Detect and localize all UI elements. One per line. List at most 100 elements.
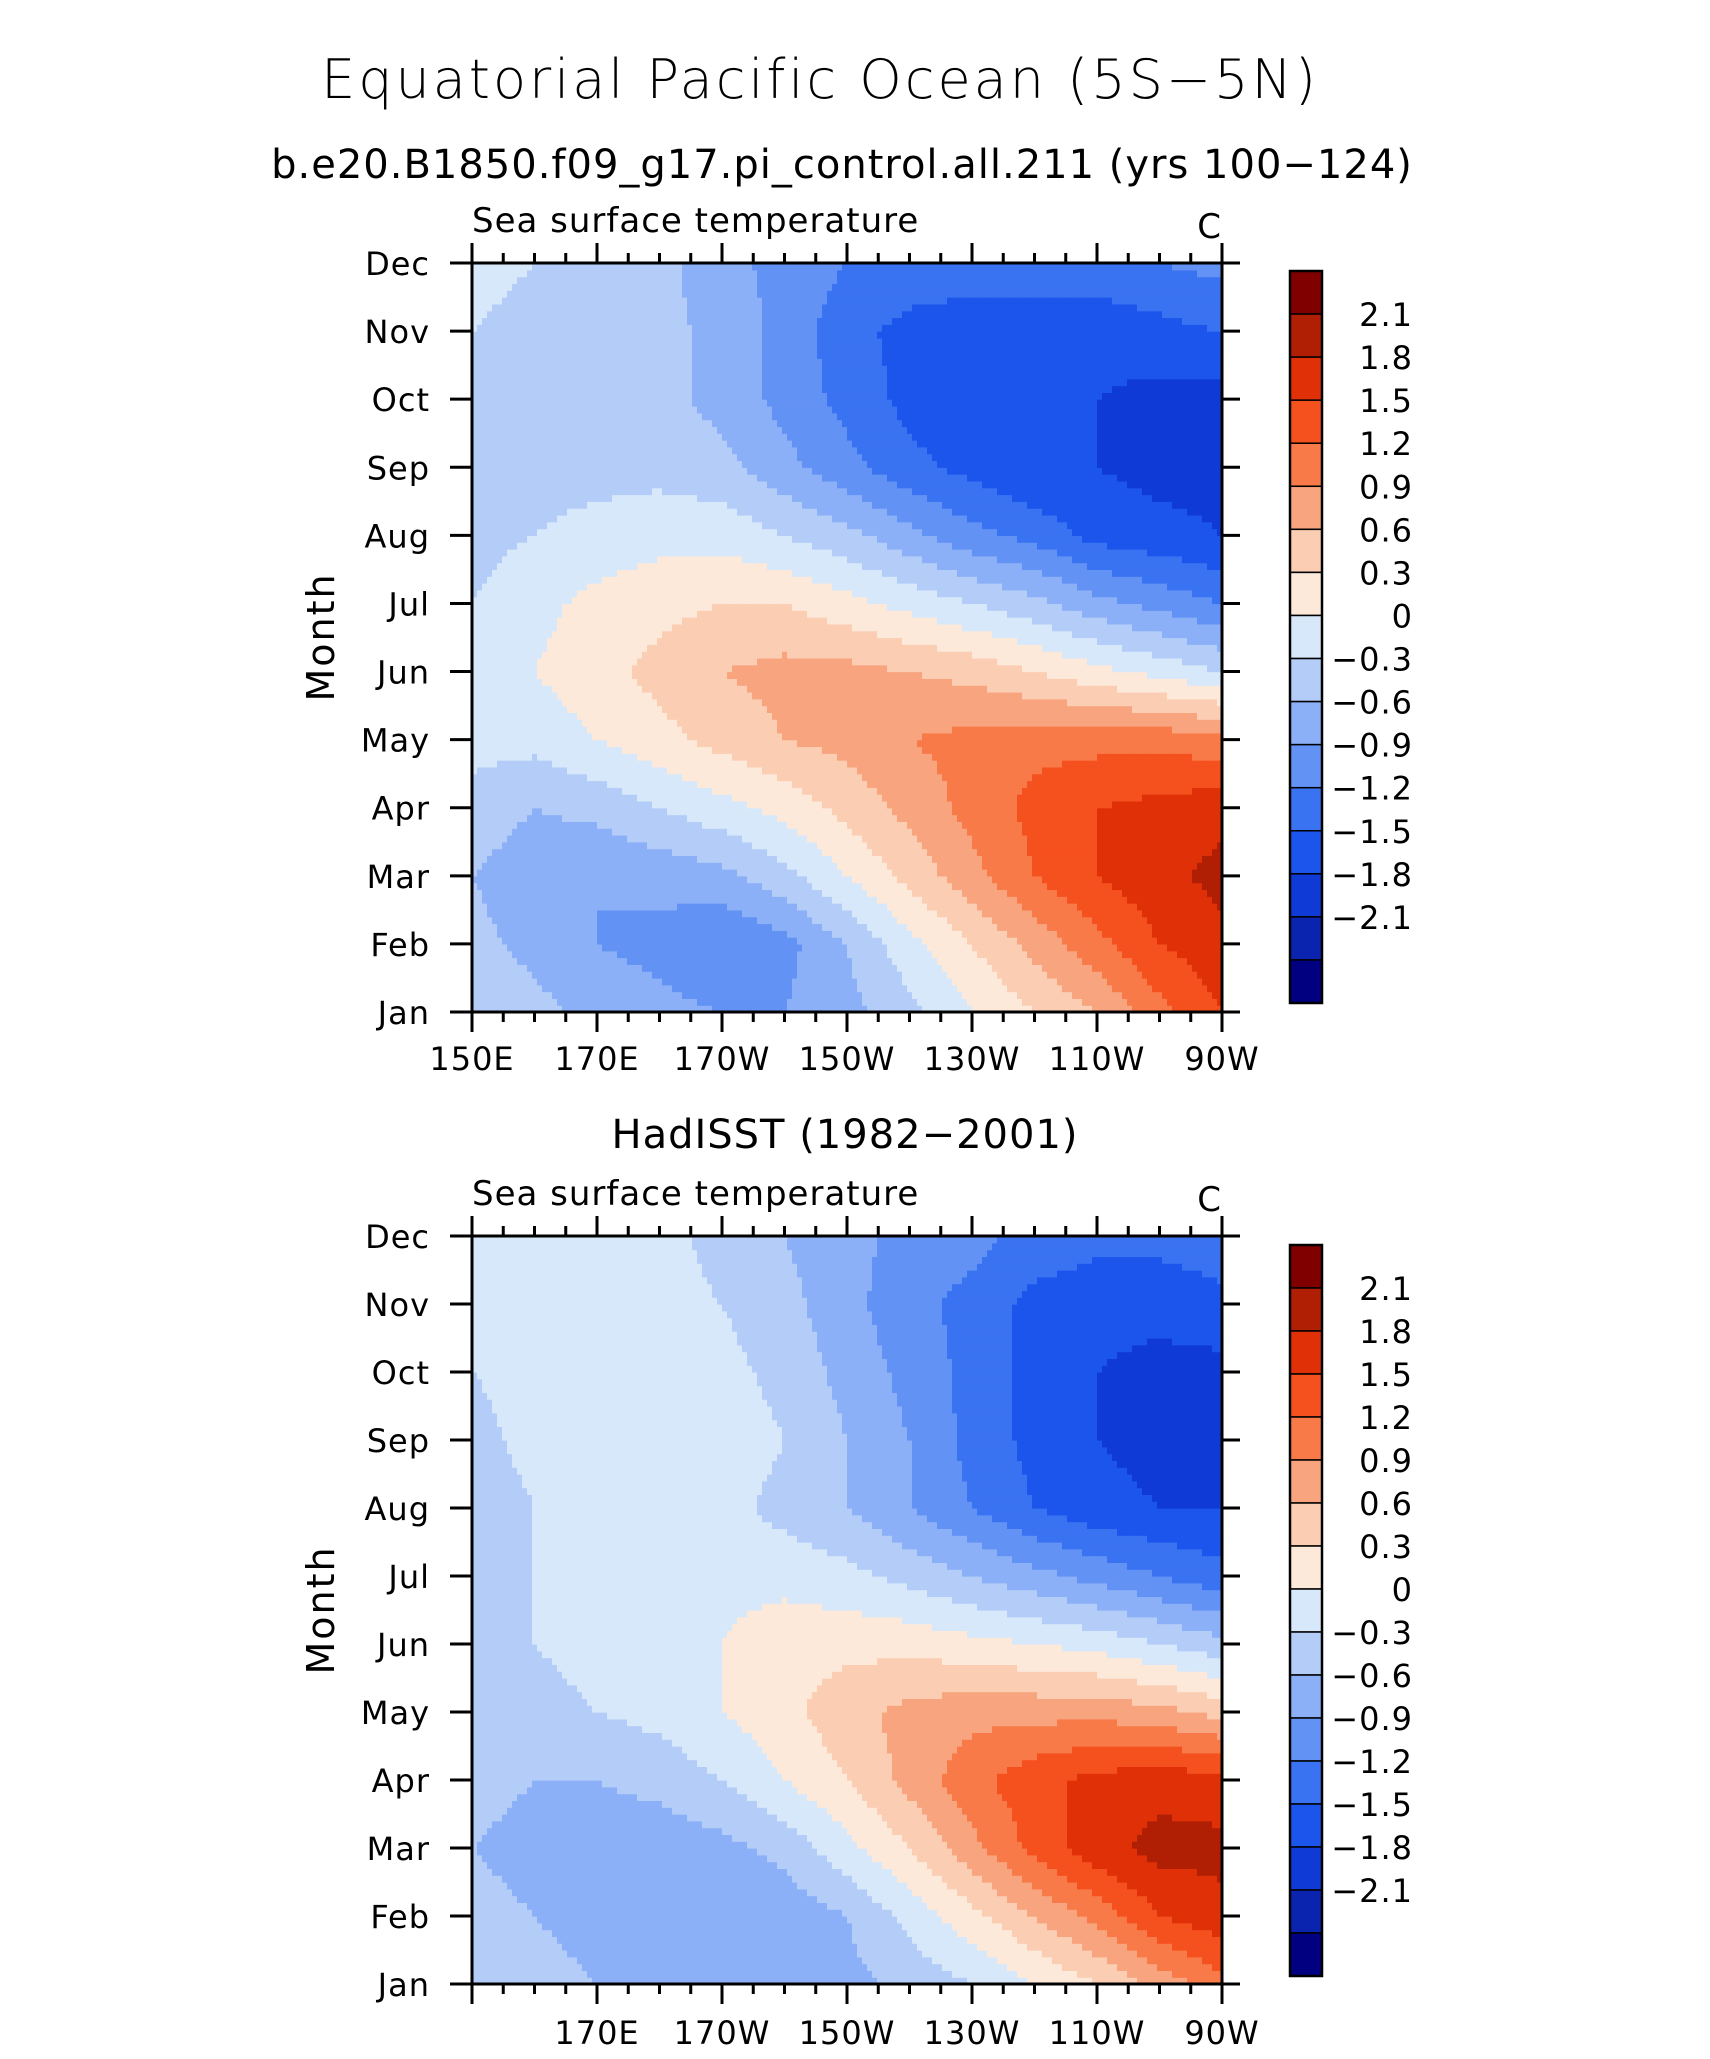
heatmap-cell: [1007, 930, 1013, 938]
heatmap-cell: [487, 909, 493, 918]
heatmap-cell: [577, 950, 583, 959]
heatmap-cell: [537, 998, 543, 1006]
heatmap-cell: [962, 800, 968, 809]
heatmap-cell: [627, 930, 633, 938]
heatmap-cell: [607, 828, 613, 836]
heatmap-cell: [602, 794, 608, 802]
heatmap-cell: [477, 780, 483, 788]
heatmap-cell: [1097, 855, 1103, 863]
heatmap-cell: [742, 903, 748, 911]
heatmap-cell: [1202, 903, 1208, 911]
heatmap-cell: [1067, 943, 1073, 952]
heatmap-cell: [732, 896, 738, 904]
heatmap-cell: [592, 862, 598, 870]
heatmap-cell: [767, 1005, 773, 1013]
heatmap-cell: [922, 964, 928, 972]
heatmap-cell: [1212, 889, 1218, 897]
heatmap-cell: [887, 828, 893, 836]
heatmap-cell: [687, 998, 693, 1006]
heatmap-cell: [1072, 896, 1078, 904]
heatmap-cell: [962, 916, 968, 925]
heatmap-cell: [807, 903, 813, 911]
heatmap-cell: [597, 862, 603, 870]
heatmap-cell: [1092, 1005, 1098, 1013]
heatmap-cell: [917, 943, 923, 952]
heatmap-cell: [757, 882, 763, 891]
heatmap-cell: [617, 991, 623, 999]
heatmap-cell: [1097, 957, 1103, 965]
heatmap-cell: [787, 889, 793, 897]
heatmap-cell: [1157, 937, 1163, 945]
heatmap-cell: [1167, 1005, 1173, 1013]
heatmap-cell: [567, 930, 573, 938]
heatmap-cell: [817, 950, 823, 959]
heatmap-cell: [552, 1005, 558, 1013]
heatmap-cell: [512, 787, 518, 795]
heatmap-cell: [572, 794, 578, 802]
heatmap-cell: [827, 828, 833, 836]
heatmap-cell: [1017, 930, 1023, 938]
heatmap-cell: [1107, 964, 1113, 972]
heatmap-cell: [932, 841, 938, 850]
heatmap-cell: [682, 862, 688, 870]
heatmap-cell: [1207, 950, 1213, 959]
heatmap-cell: [1062, 984, 1068, 993]
heatmap-cell: [572, 950, 578, 959]
heatmap-cell: [767, 916, 773, 925]
heatmap-cell: [582, 794, 588, 802]
heatmap-cell: [577, 834, 583, 843]
heatmap-cell: [747, 964, 753, 972]
heatmap-cell: [512, 971, 518, 979]
heatmap-cell: [717, 957, 723, 965]
heatmap-cell: [1102, 800, 1108, 809]
heatmap-cell: [1172, 889, 1178, 897]
heatmap-cell: [1122, 896, 1128, 904]
heatmap-cell: [982, 855, 988, 863]
heatmap-cell: [997, 977, 1003, 986]
heatmap-cell: [1122, 916, 1128, 925]
heatmap-cell: [1212, 814, 1218, 822]
heatmap-cell: [1077, 930, 1083, 938]
heatmap-cell: [642, 855, 648, 863]
heatmap-cell: [1212, 998, 1218, 1006]
heatmap-cell: [487, 882, 493, 891]
heatmap-cell: [997, 909, 1003, 918]
heatmap-cell: [812, 998, 818, 1006]
heatmap-cell: [962, 807, 968, 816]
heatmap-cell: [562, 862, 568, 870]
heatmap-cell: [472, 869, 478, 877]
heatmap-cell: [1077, 828, 1083, 836]
heatmap-cell: [992, 889, 998, 897]
heatmap-cell: [1002, 1005, 1008, 1013]
heatmap-cell: [562, 930, 568, 938]
heatmap-cell: [1097, 1005, 1103, 1013]
heatmap-cell: [612, 794, 618, 802]
heatmap-cell: [667, 896, 673, 904]
heatmap-cell: [622, 875, 628, 884]
heatmap-cell: [1212, 869, 1218, 877]
heatmap-cell: [747, 930, 753, 938]
heatmap-cell: [482, 1005, 488, 1013]
heatmap-cell: [632, 834, 638, 843]
heatmap-cell: [552, 998, 558, 1006]
heatmap-cell: [787, 943, 793, 952]
heatmap-cell: [817, 889, 823, 897]
heatmap-cell: [582, 998, 588, 1006]
heatmap-cell: [992, 875, 998, 884]
heatmap-cell: [772, 807, 778, 816]
heatmap-cell: [712, 787, 718, 795]
heatmap-cell: [1087, 937, 1093, 945]
heatmap-cell: [1162, 1005, 1168, 1013]
heatmap-cell: [987, 971, 993, 979]
heatmap-cell: [732, 984, 738, 993]
heatmap-cell: [732, 943, 738, 952]
heatmap-cell: [842, 896, 848, 904]
heatmap-cell: [922, 889, 928, 897]
heatmap-cell: [792, 855, 798, 863]
heatmap-cell: [717, 862, 723, 870]
heatmap-cell: [737, 916, 743, 925]
heatmap-cell: [717, 998, 723, 1006]
heatmap-cell: [967, 923, 973, 931]
heatmap-cell: [537, 971, 543, 979]
heatmap-cell: [957, 889, 963, 897]
